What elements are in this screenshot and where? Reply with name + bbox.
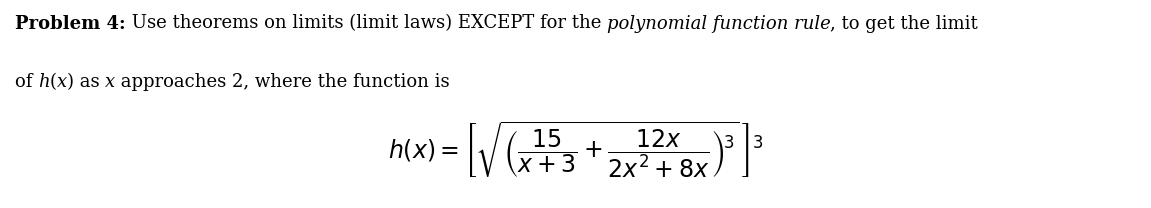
Text: ) as: ) as xyxy=(67,73,105,91)
Text: of: of xyxy=(15,73,38,91)
Text: approaches 2, where the function is: approaches 2, where the function is xyxy=(115,73,450,91)
Text: x: x xyxy=(56,73,67,91)
Text: (: ( xyxy=(49,73,56,91)
Text: Use theorems on limits (limit laws) EXCEPT for the: Use theorems on limits (limit laws) EXCE… xyxy=(125,15,607,33)
Text: $h(x) = \left[\sqrt{\left(\dfrac{15}{x+3}+\dfrac{12x}{2x^2+8x}\right)^{\!3}}\,\r: $h(x) = \left[\sqrt{\left(\dfrac{15}{x+3… xyxy=(388,120,763,180)
Text: h: h xyxy=(38,73,49,91)
Text: , to get the limit: , to get the limit xyxy=(831,15,978,33)
Text: Problem 4:: Problem 4: xyxy=(15,15,125,33)
Text: x: x xyxy=(105,73,115,91)
Text: polynomial function rule: polynomial function rule xyxy=(607,15,831,33)
